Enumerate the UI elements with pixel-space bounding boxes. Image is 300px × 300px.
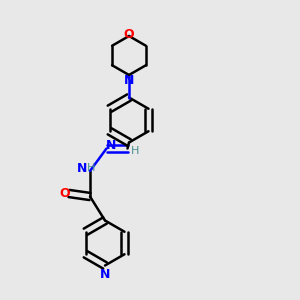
Text: N: N <box>100 268 110 281</box>
Text: O: O <box>124 28 134 41</box>
Text: N: N <box>77 161 88 175</box>
Text: H: H <box>131 146 139 157</box>
Text: N: N <box>124 74 134 88</box>
Text: H: H <box>87 163 95 173</box>
Text: O: O <box>59 187 70 200</box>
Text: N: N <box>106 139 116 152</box>
